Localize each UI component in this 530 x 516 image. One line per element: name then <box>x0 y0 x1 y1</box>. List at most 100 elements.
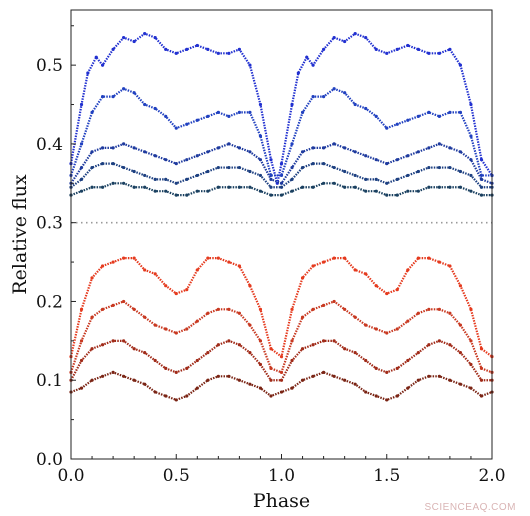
data-point <box>216 343 220 347</box>
data-point <box>469 134 473 138</box>
y-axis-title: Relative flux <box>9 174 31 295</box>
data-point <box>311 162 315 166</box>
data-point <box>406 173 410 178</box>
data-point <box>427 110 431 115</box>
data-point <box>353 185 357 189</box>
data-point <box>300 150 305 154</box>
data-point <box>395 47 399 51</box>
data-point <box>100 343 105 347</box>
data-point <box>174 51 178 55</box>
data-point <box>458 150 463 154</box>
data-point <box>100 307 105 311</box>
data-point <box>143 268 147 272</box>
data-point <box>248 323 252 327</box>
data-point <box>153 390 157 394</box>
data-point <box>332 165 336 170</box>
data-point <box>479 394 484 398</box>
data-point <box>322 303 326 307</box>
data-point <box>311 343 315 347</box>
data-point <box>90 347 94 351</box>
data-point <box>153 358 157 363</box>
y-tick-label: 0.2 <box>36 292 63 312</box>
data-point <box>448 264 452 268</box>
data-point <box>206 378 210 382</box>
data-point <box>237 165 241 170</box>
data-point <box>258 102 263 107</box>
data-point <box>332 256 336 260</box>
data-point <box>111 162 115 166</box>
data-point <box>122 256 126 260</box>
data-point <box>122 142 126 146</box>
data-point <box>195 118 199 122</box>
data-point <box>237 264 241 268</box>
data-point <box>385 331 389 335</box>
data-point <box>100 264 105 268</box>
data-point <box>79 386 84 390</box>
x-tick-label: 1.5 <box>373 466 400 486</box>
data-point <box>406 189 410 193</box>
data-point <box>395 122 399 126</box>
data-point <box>322 146 326 150</box>
data-point <box>374 114 378 118</box>
data-point <box>374 284 378 288</box>
x-tick-label: 2.0 <box>478 466 505 486</box>
data-point <box>258 134 263 138</box>
data-point <box>343 307 347 311</box>
data-point <box>111 181 115 185</box>
data-point <box>86 71 90 75</box>
data-point <box>479 177 484 181</box>
data-point <box>111 339 115 343</box>
data-point <box>479 366 484 371</box>
data-point <box>427 343 431 347</box>
data-point <box>248 150 252 154</box>
data-point <box>206 150 210 154</box>
data-point <box>195 43 199 48</box>
data-point <box>469 362 473 367</box>
data-point <box>469 386 473 390</box>
data-point <box>164 366 168 371</box>
data-point <box>406 386 410 390</box>
data-point <box>122 299 126 304</box>
x-tick-label: 0.5 <box>163 466 190 486</box>
data-point <box>458 169 463 174</box>
data-point <box>258 386 263 390</box>
data-point <box>79 102 84 107</box>
data-point <box>332 374 336 378</box>
series-2 <box>69 87 494 178</box>
data-point <box>290 177 294 181</box>
data-point <box>290 165 294 170</box>
series-9 <box>69 370 494 402</box>
data-point <box>353 32 357 36</box>
data-point <box>458 351 463 355</box>
data-point <box>458 110 463 115</box>
data-point <box>216 165 220 170</box>
data-point <box>248 63 252 67</box>
data-point <box>300 185 305 189</box>
series-line <box>70 182 492 197</box>
data-point <box>185 366 189 371</box>
data-point <box>237 47 241 51</box>
data-point <box>111 95 115 99</box>
data-point <box>185 193 189 197</box>
data-point <box>248 110 252 115</box>
data-point <box>216 51 220 55</box>
data-point <box>416 256 420 260</box>
data-point <box>416 378 420 382</box>
data-point <box>258 189 263 193</box>
x-tick-label: 0.0 <box>57 466 84 486</box>
data-point <box>164 394 168 398</box>
data-point <box>122 35 126 40</box>
data-point <box>332 299 336 304</box>
data-point <box>174 398 178 402</box>
data-point <box>79 142 84 146</box>
data-point <box>279 370 284 374</box>
data-point <box>269 158 273 162</box>
data-point <box>395 288 399 292</box>
data-point <box>427 256 431 260</box>
data-point <box>100 95 105 99</box>
data-point <box>343 146 347 150</box>
data-point <box>185 327 189 331</box>
data-point <box>437 51 441 55</box>
y-axis-ticks: 0.0 0.1 0.2 0.3 0.4 0.5 <box>36 25 76 470</box>
data-point <box>90 378 94 382</box>
